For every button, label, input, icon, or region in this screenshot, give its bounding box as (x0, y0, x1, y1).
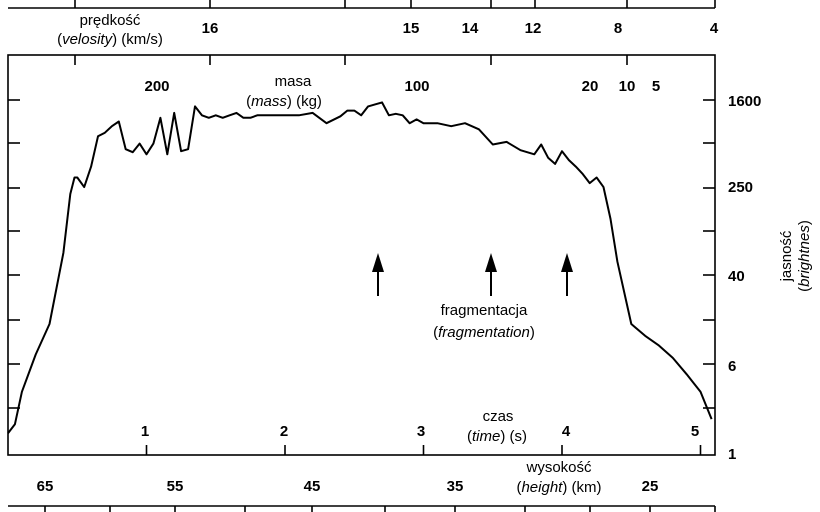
velocity-tick-label: 8 (614, 20, 622, 37)
mass-axis-label: masa (275, 73, 312, 90)
height-tick-label: 55 (167, 478, 184, 495)
velocity-tick-label: 4 (710, 20, 719, 37)
time-tick-label: 4 (562, 423, 571, 440)
velocity-tick-label: 14 (462, 20, 479, 37)
fragmentation-label-en: (fragmentation) (433, 324, 535, 341)
fragmentation-arrow (561, 253, 573, 296)
brightness-axis-label: jasność (778, 230, 795, 282)
mass-tick-label: 5 (652, 78, 660, 95)
time-axis-label: czas (483, 408, 514, 425)
mass-tick-label: 20 (582, 78, 599, 95)
mass-tick-label: 10 (619, 78, 636, 95)
mass-tick-label: 100 (404, 78, 429, 95)
brightness-tick-label: 1600 (728, 93, 761, 110)
fragmentation-arrow (485, 253, 497, 296)
height-axis-label: wysokość (525, 459, 592, 476)
height-tick-label: 35 (447, 478, 464, 495)
time-tick-label: 2 (280, 423, 288, 440)
brightness-axis-label-en: (brightnes) (796, 220, 813, 292)
fragmentation-label: fragmentacja (441, 302, 528, 319)
mass-axis-label-en: (mass) (kg) (246, 93, 322, 110)
velocity-tick-label: 12 (525, 20, 542, 37)
brightness-tick-label: 250 (728, 179, 753, 196)
height-tick-label: 45 (304, 478, 321, 495)
brightness-tick-label: 6 (728, 358, 736, 375)
velocity-tick-label: 15 (403, 20, 420, 37)
fragmentation-arrow (372, 253, 384, 296)
time-tick-label: 3 (417, 423, 425, 440)
height-axis-label-en: (height) (km) (516, 479, 601, 496)
velocity-tick-label: 16 (202, 20, 219, 37)
brightness-tick-label: 40 (728, 268, 745, 285)
time-tick-label: 1 (141, 423, 149, 440)
mass-tick-label: 200 (144, 78, 169, 95)
time-axis-label-en: (time) (s) (467, 428, 527, 445)
height-tick-label: 25 (642, 478, 659, 495)
height-tick-label: 65 (37, 478, 54, 495)
plot-frame (7, 54, 716, 456)
time-tick-label: 5 (691, 423, 699, 440)
velocity-axis-label: prędkość (80, 12, 141, 29)
velocity-axis-label-en: (velosity) (km/s) (57, 31, 163, 48)
fragmentation-arrows (372, 253, 573, 296)
brightness-curve (7, 101, 713, 434)
brightness-axis-label-group: jasność (brightnes) (778, 220, 813, 292)
brightness-tick-label: 1 (728, 446, 736, 463)
